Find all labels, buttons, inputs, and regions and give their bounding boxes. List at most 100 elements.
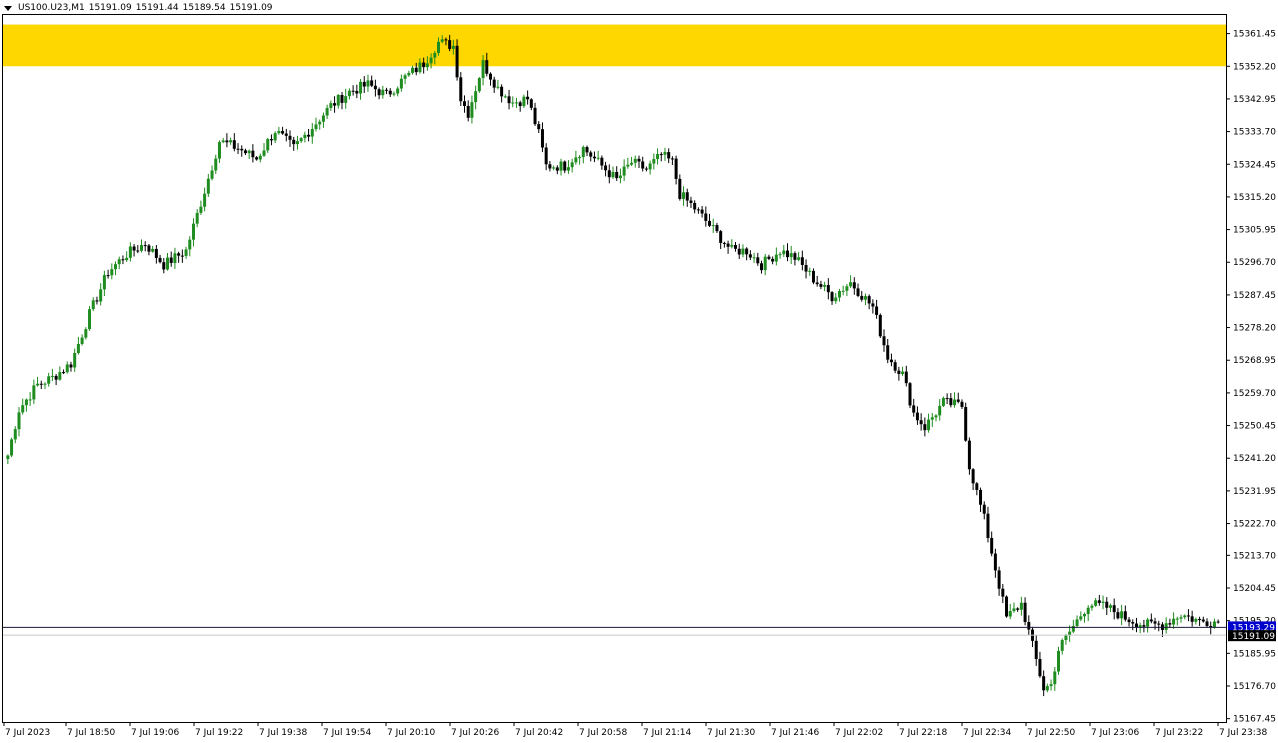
- candle-bear: [826, 284, 830, 293]
- x-tick-label: 7 Jul 19:38: [259, 728, 308, 738]
- candle-bear: [641, 161, 645, 169]
- x-tick-label: 7 Jul 22:34: [963, 728, 1012, 738]
- candle-bull: [578, 157, 582, 159]
- candle-bull: [938, 405, 942, 416]
- candle-bear: [529, 99, 533, 108]
- candle-bull: [58, 372, 62, 380]
- candle-bear: [377, 89, 381, 96]
- candle-bear: [158, 257, 162, 263]
- candle-bear: [485, 60, 489, 74]
- candle-bear: [893, 362, 897, 371]
- candle-bull: [325, 107, 329, 116]
- candle-bull: [778, 254, 782, 256]
- candle-bear: [1205, 621, 1209, 626]
- candle-bull: [347, 90, 351, 97]
- candle-bear: [811, 270, 815, 283]
- candle-bear: [1097, 600, 1101, 603]
- candle-bear: [340, 95, 344, 103]
- candle-bull: [418, 62, 422, 73]
- candle-bull: [581, 147, 585, 158]
- candle-bull: [140, 245, 144, 251]
- candle-bull: [381, 89, 385, 96]
- candle-bear: [388, 90, 392, 95]
- x-tick-label: 7 Jul 23:06: [1091, 728, 1140, 738]
- x-tick-label: 7 Jul 22:02: [835, 728, 883, 738]
- candle-bull: [626, 164, 630, 167]
- candle-bull: [514, 102, 518, 104]
- dropdown-triangle-icon[interactable]: [4, 5, 12, 11]
- candle-bear: [444, 39, 448, 41]
- candle-bull: [1068, 631, 1072, 636]
- candle-bear: [644, 168, 648, 170]
- candle-bull: [522, 96, 526, 107]
- candle-bear: [333, 103, 337, 106]
- candle-bull: [36, 383, 40, 386]
- candle-bear: [69, 364, 73, 368]
- candle-bear: [243, 150, 247, 154]
- candle-bear: [685, 192, 689, 201]
- x-tick-label: 7 Jul 20:42: [515, 728, 563, 738]
- candle-bear: [990, 537, 994, 554]
- candle-bull: [789, 253, 793, 258]
- header-open: 15191.09: [88, 3, 132, 13]
- candle-bear: [734, 245, 738, 249]
- ask-label: 15193.29: [1232, 623, 1275, 633]
- candle-bull: [50, 375, 54, 377]
- candle-bull: [596, 157, 600, 159]
- y-tick-label: 15305.95: [1233, 226, 1276, 236]
- bid-label-box: [1228, 630, 1276, 642]
- candle-bear: [674, 158, 678, 179]
- candle-bear: [804, 265, 808, 272]
- candle-bull: [663, 152, 667, 155]
- candle-bull: [392, 93, 396, 95]
- candle-bear: [875, 306, 879, 315]
- candle-bear: [1201, 619, 1205, 622]
- candle-bull: [834, 297, 838, 302]
- candle-bear: [1157, 623, 1161, 625]
- candle-bear: [1190, 616, 1194, 622]
- candle-bear: [600, 157, 604, 166]
- candle-bull: [210, 170, 214, 179]
- candle-bull: [247, 150, 251, 154]
- y-tick-label: 15324.45: [1233, 160, 1276, 170]
- candle-bear: [1198, 618, 1202, 620]
- candle-bear: [670, 158, 674, 160]
- candle-bull: [43, 383, 47, 385]
- x-tick-label: 7 Jul 19:54: [323, 728, 372, 738]
- candle-bull: [1045, 686, 1049, 691]
- candle-bull: [91, 300, 95, 310]
- candle-bear: [878, 314, 882, 337]
- candle-bear: [414, 67, 418, 73]
- candle-bull: [262, 150, 266, 156]
- candle-bear: [923, 424, 927, 431]
- candle-bull: [73, 353, 77, 368]
- candle-bull: [344, 96, 348, 103]
- candle-bull: [229, 140, 233, 143]
- candle-bear: [373, 85, 377, 90]
- candle-bull: [165, 257, 169, 270]
- candle-bear: [355, 90, 359, 94]
- y-tick-label: 15352.20: [1233, 62, 1276, 72]
- candle-bear: [1001, 588, 1005, 597]
- candle-bear: [1168, 623, 1172, 625]
- candle-bear: [700, 209, 704, 214]
- candle-bear: [607, 170, 611, 178]
- header-symbol: US100.U23,M1: [18, 3, 85, 13]
- x-tick-label: 7 Jul 20:58: [579, 728, 628, 738]
- candle-bear: [986, 513, 990, 538]
- candle-bull: [730, 245, 734, 247]
- y-tick-label: 15204.45: [1233, 584, 1276, 594]
- candle-bull: [407, 72, 411, 76]
- candle-bear: [715, 225, 719, 232]
- candle-bear: [370, 80, 374, 86]
- price-zone-layer: [3, 24, 1226, 67]
- candle-bear: [1149, 619, 1153, 622]
- header-high: 15191.44: [135, 3, 179, 13]
- candle-bull: [1179, 617, 1183, 619]
- candle-bear: [1216, 621, 1220, 623]
- candle-bear: [982, 504, 986, 514]
- candle-bear: [979, 489, 983, 505]
- candle-bull: [611, 171, 615, 178]
- candle-bear: [462, 101, 466, 106]
